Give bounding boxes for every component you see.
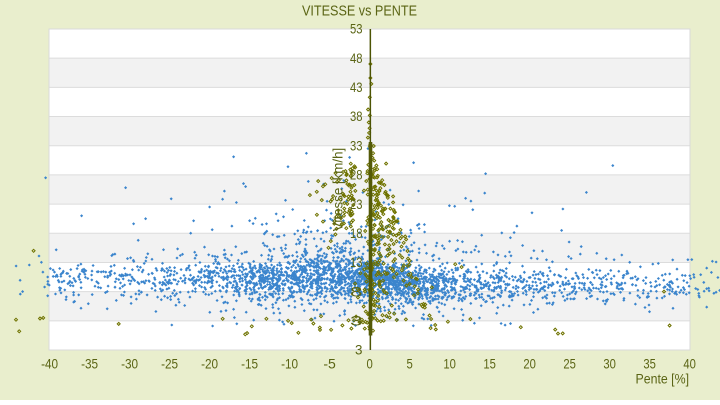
svg-text:-35: -35 <box>81 357 98 372</box>
svg-text:30: 30 <box>603 357 616 372</box>
svg-text:3: 3 <box>355 343 362 358</box>
svg-text:-40: -40 <box>41 357 58 372</box>
svg-text:5: 5 <box>406 357 412 372</box>
svg-text:-15: -15 <box>241 357 258 372</box>
svg-text:25: 25 <box>563 357 576 372</box>
svg-text:28: 28 <box>350 168 363 183</box>
svg-text:-10: -10 <box>281 357 298 372</box>
svg-text:20: 20 <box>523 357 536 372</box>
svg-text:Pente [%]: Pente [%] <box>636 372 690 387</box>
svg-text:35: 35 <box>643 357 656 372</box>
svg-text:18: 18 <box>350 226 363 241</box>
svg-text:33: 33 <box>350 138 363 153</box>
svg-text:3: 3 <box>350 314 363 329</box>
svg-text:-5: -5 <box>323 357 336 372</box>
svg-text:43: 43 <box>350 80 363 95</box>
svg-text:-20: -20 <box>201 357 218 372</box>
svg-text:38: 38 <box>350 109 363 124</box>
svg-text:Vitesse [km/h]: Vitesse [km/h] <box>331 148 346 232</box>
svg-text:10: 10 <box>443 357 456 372</box>
svg-text:-30: -30 <box>121 357 138 372</box>
svg-text:13: 13 <box>350 255 363 270</box>
svg-text:8: 8 <box>350 284 363 299</box>
svg-text:23: 23 <box>350 197 363 212</box>
svg-text:48: 48 <box>350 51 363 66</box>
svg-text:VITESSE vs PENTE: VITESSE vs PENTE <box>302 2 417 19</box>
svg-text:-25: -25 <box>161 357 178 372</box>
svg-text:40: 40 <box>683 357 696 372</box>
svg-text:0: 0 <box>366 357 372 372</box>
svg-text:53: 53 <box>350 22 363 37</box>
svg-text:15: 15 <box>483 357 496 372</box>
